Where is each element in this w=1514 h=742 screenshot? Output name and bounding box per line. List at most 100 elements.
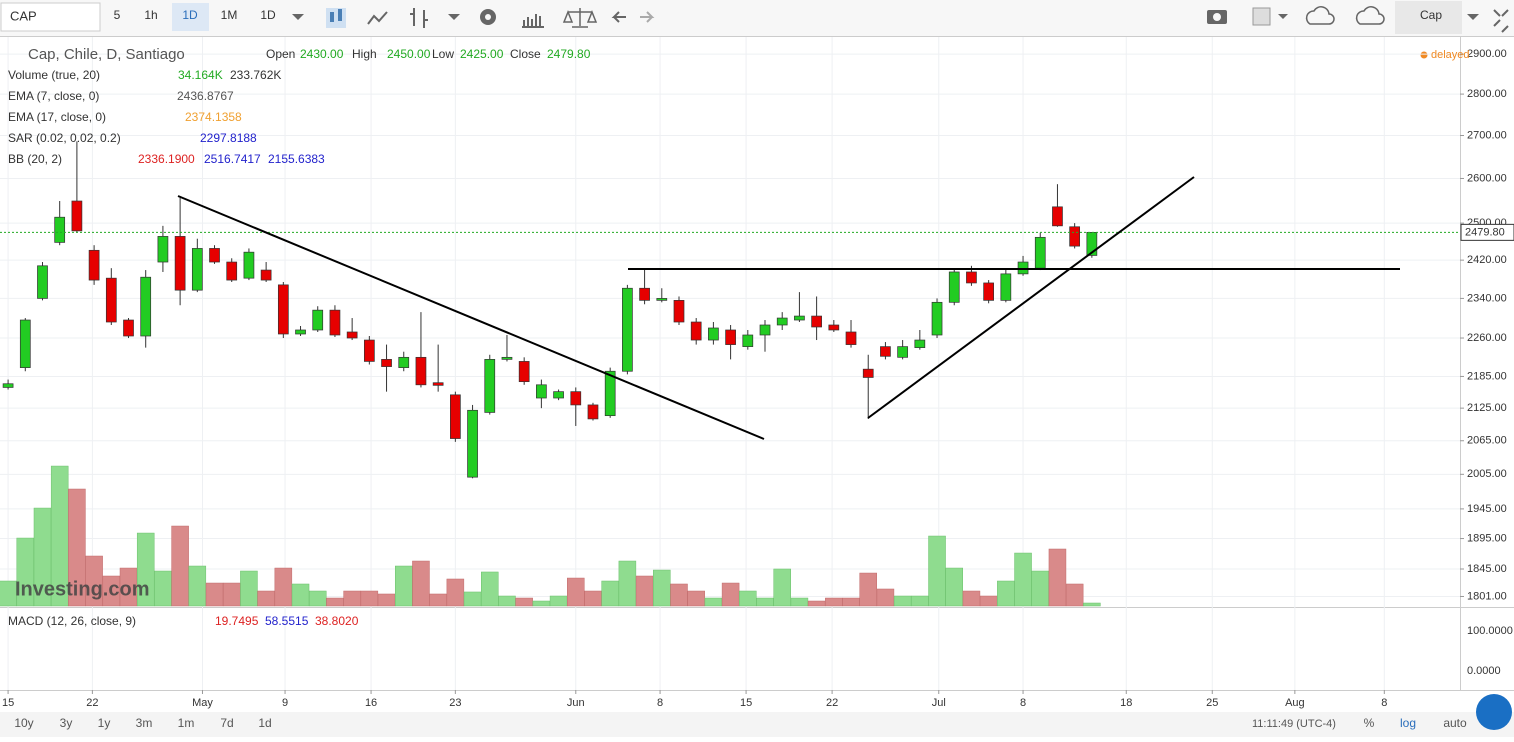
volume-bar [807,600,826,607]
volume-bar [343,590,361,607]
macd-tick-label: 0.0000 [1467,665,1501,677]
candle-body [312,309,324,331]
ohlc-label: Open [266,47,295,61]
scale-option[interactable]: auto [1443,716,1467,730]
candle-body [295,329,306,335]
icon-part [485,14,491,20]
icon-part [338,9,342,21]
icon-part [330,12,334,22]
indicator-name: EMA (7, close, 0) [8,89,99,103]
volume-bar [240,570,258,607]
symbol-box[interactable] [0,2,101,32]
toolbar-icons [292,1,1509,34]
candle-body [329,309,341,336]
dropdown[interactable] [1278,14,1288,19]
candles-icon[interactable] [326,8,346,28]
candle-body [37,265,48,299]
candle-body [501,356,513,360]
color-icon[interactable] [1252,7,1271,26]
candle-body [140,276,152,337]
candle-body [1000,273,1012,301]
ohlc-label: High [352,47,377,61]
interval-button[interactable]: 1h [144,8,157,22]
range-button[interactable]: 3y [60,716,73,730]
candle-body [363,339,375,362]
range-button[interactable]: 3m [136,716,153,730]
candle-body [226,261,238,281]
volume-bar [515,597,533,607]
y-tick-label: 2185.00 [1467,370,1507,382]
macd-name: MACD (12, 26, close, 9) [8,614,136,628]
ohlc-value: 2450.00 [387,47,431,61]
volume-bar [825,597,843,607]
interval-button[interactable]: 1M [221,8,238,22]
volume-bar [377,593,396,607]
scale-option[interactable]: log [1400,716,1416,730]
volume-bar [274,567,293,607]
compare-symbol: Cap [1420,8,1442,22]
volume-bar [257,590,275,607]
y-tick-label: 2800.00 [1467,88,1507,100]
bar-icon[interactable] [410,8,428,28]
ohlc-value: 2479.80 [547,47,591,61]
volume-bar [463,591,482,607]
x-tick-label: Jul [932,697,946,709]
undo-icon[interactable] [611,11,626,23]
range-button[interactable]: 1m [178,716,195,730]
x-tick-label: 8 [657,697,663,709]
y-tick-label: 2065.00 [1467,435,1507,447]
interval-button[interactable]: 1D [182,8,198,22]
delayed-dot [1420,51,1428,59]
range-button[interactable]: 7d [220,716,233,730]
help-button[interactable] [1476,694,1512,730]
candle-body [88,249,100,281]
fullscreen-icon[interactable] [1493,9,1509,33]
macd-tick-label: 100.0000 [1467,625,1513,637]
candle-body [157,236,169,263]
trendline[interactable] [177,195,765,440]
candle-body [54,216,66,243]
range-button[interactable]: 1y [98,716,111,730]
indicator-value: 2436.8767 [177,89,234,103]
macd-value: 19.7495 [215,614,259,628]
dropdown[interactable] [1467,14,1479,20]
trendline[interactable] [867,176,1195,419]
volume-bar [704,597,723,607]
range-button[interactable]: 1d [258,716,271,730]
volume-bar [756,597,774,607]
x-tick-label: 22 [826,697,838,709]
interval-button[interactable]: 5 [114,8,121,22]
indicator-value: 2336.1900 [138,152,195,166]
y-tick-label: 2125.00 [1467,402,1507,414]
volume-bar [842,597,860,607]
line-icon[interactable] [367,11,388,25]
scale-option[interactable]: % [1364,716,1375,730]
cloud-upload-icon[interactable] [1355,6,1385,25]
range-button[interactable]: 10y [14,716,33,730]
dropdown[interactable] [448,14,460,20]
compare-box[interactable] [1395,1,1462,34]
candle-body [277,284,289,335]
indicator-icon[interactable] [522,14,544,28]
x-tick-label: 25 [1206,697,1218,709]
volume-bar [360,590,379,607]
symbol: CAP [10,8,37,23]
volume-bar [291,583,310,607]
volume-bar [687,590,705,607]
volume-bar [68,488,86,607]
compare-icon[interactable] [562,8,598,28]
cloud-download-icon[interactable] [1305,6,1335,25]
volume-bar [1065,583,1084,607]
dropdown[interactable] [292,14,304,20]
candle-body [518,361,530,383]
redo-icon[interactable] [640,11,655,23]
volume-bar [308,590,327,607]
interval-button[interactable]: 1D [260,8,276,22]
volume-bar [653,569,671,607]
y-tick-label: 2005.00 [1467,468,1507,480]
candle-body [1086,232,1098,256]
volume-bar [205,582,224,607]
x-tick-label: 15 [740,697,752,709]
candle-body [536,384,547,399]
